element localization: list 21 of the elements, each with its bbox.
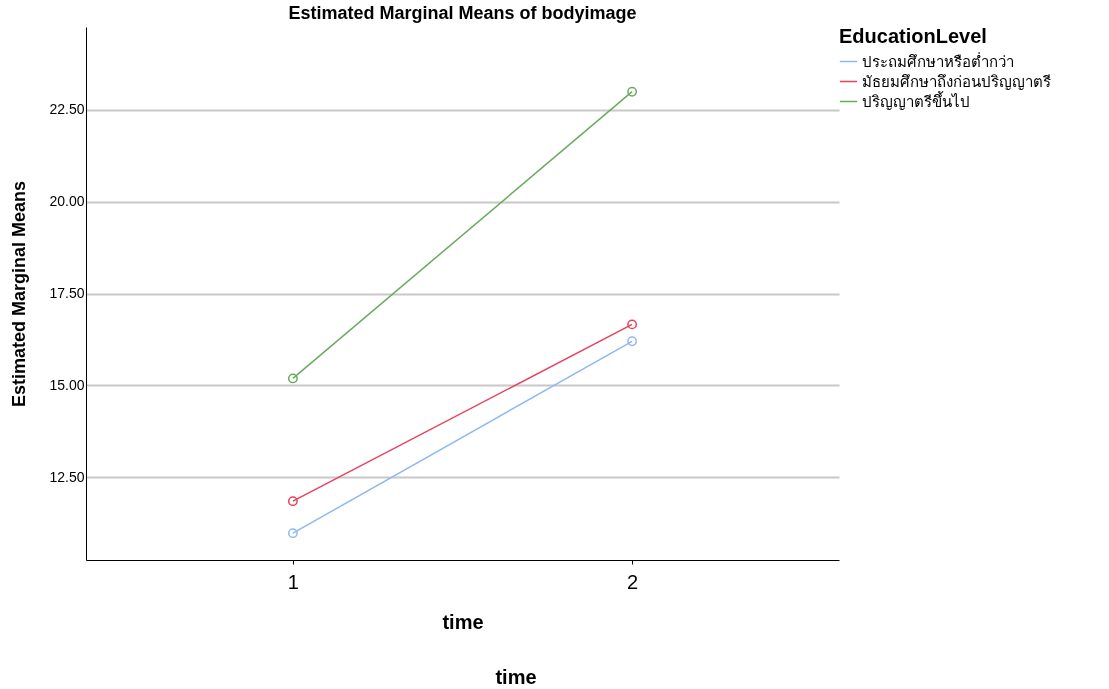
y-tick-label: 17.50 xyxy=(49,285,85,301)
x-tick-label: 1 xyxy=(287,570,299,593)
y-tick-label: 12.50 xyxy=(49,468,85,485)
point xyxy=(627,86,638,97)
x-tick-label: 2 xyxy=(627,570,639,593)
point xyxy=(627,336,638,347)
chart-title: Estimated Marginal Means of bodyimage xyxy=(288,3,637,23)
point xyxy=(627,319,638,330)
legend-title: EducationLevel xyxy=(839,25,987,47)
y-tick-label: 20.00 xyxy=(49,193,85,210)
point xyxy=(287,373,298,384)
y-axis-title: Estimated Marginal Means xyxy=(9,180,30,408)
point xyxy=(287,496,298,507)
y-tick-label: 22.50 xyxy=(49,101,85,118)
legend-label: ประถมศึกษาหรือต่ำกว่า xyxy=(862,50,1014,70)
x-axis-title: time xyxy=(442,610,484,633)
point xyxy=(287,528,298,539)
legend-label: ปริญญาตรีขึ้นไป xyxy=(862,90,970,110)
y-tick-label: 15.00 xyxy=(49,376,85,393)
text: time xyxy=(494,666,538,689)
legend-label: มัธยมศึกษาถึงก่อนปริญญาตรี xyxy=(862,72,1051,90)
